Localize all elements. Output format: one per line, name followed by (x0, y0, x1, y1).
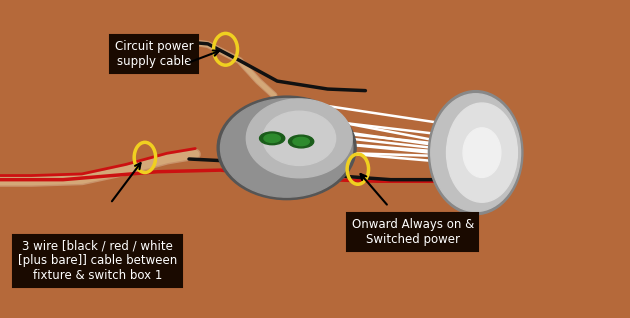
Circle shape (260, 132, 285, 145)
Ellipse shape (263, 111, 336, 165)
Ellipse shape (220, 99, 353, 197)
Ellipse shape (428, 91, 523, 215)
Ellipse shape (217, 96, 356, 200)
Text: Onward Always on &
Switched power: Onward Always on & Switched power (352, 218, 474, 246)
Ellipse shape (463, 128, 501, 177)
Ellipse shape (246, 99, 352, 178)
Circle shape (289, 135, 314, 148)
Circle shape (323, 176, 338, 183)
Circle shape (241, 142, 256, 150)
Text: Circuit power
supply cable: Circuit power supply cable (115, 40, 193, 68)
Ellipse shape (447, 103, 517, 202)
Circle shape (293, 137, 309, 146)
Text: 3 wire [black / red / white
[plus bare]] cable between
fixture & switch box 1: 3 wire [black / red / white [plus bare]]… (18, 239, 177, 282)
Circle shape (264, 134, 280, 142)
Ellipse shape (431, 94, 520, 211)
